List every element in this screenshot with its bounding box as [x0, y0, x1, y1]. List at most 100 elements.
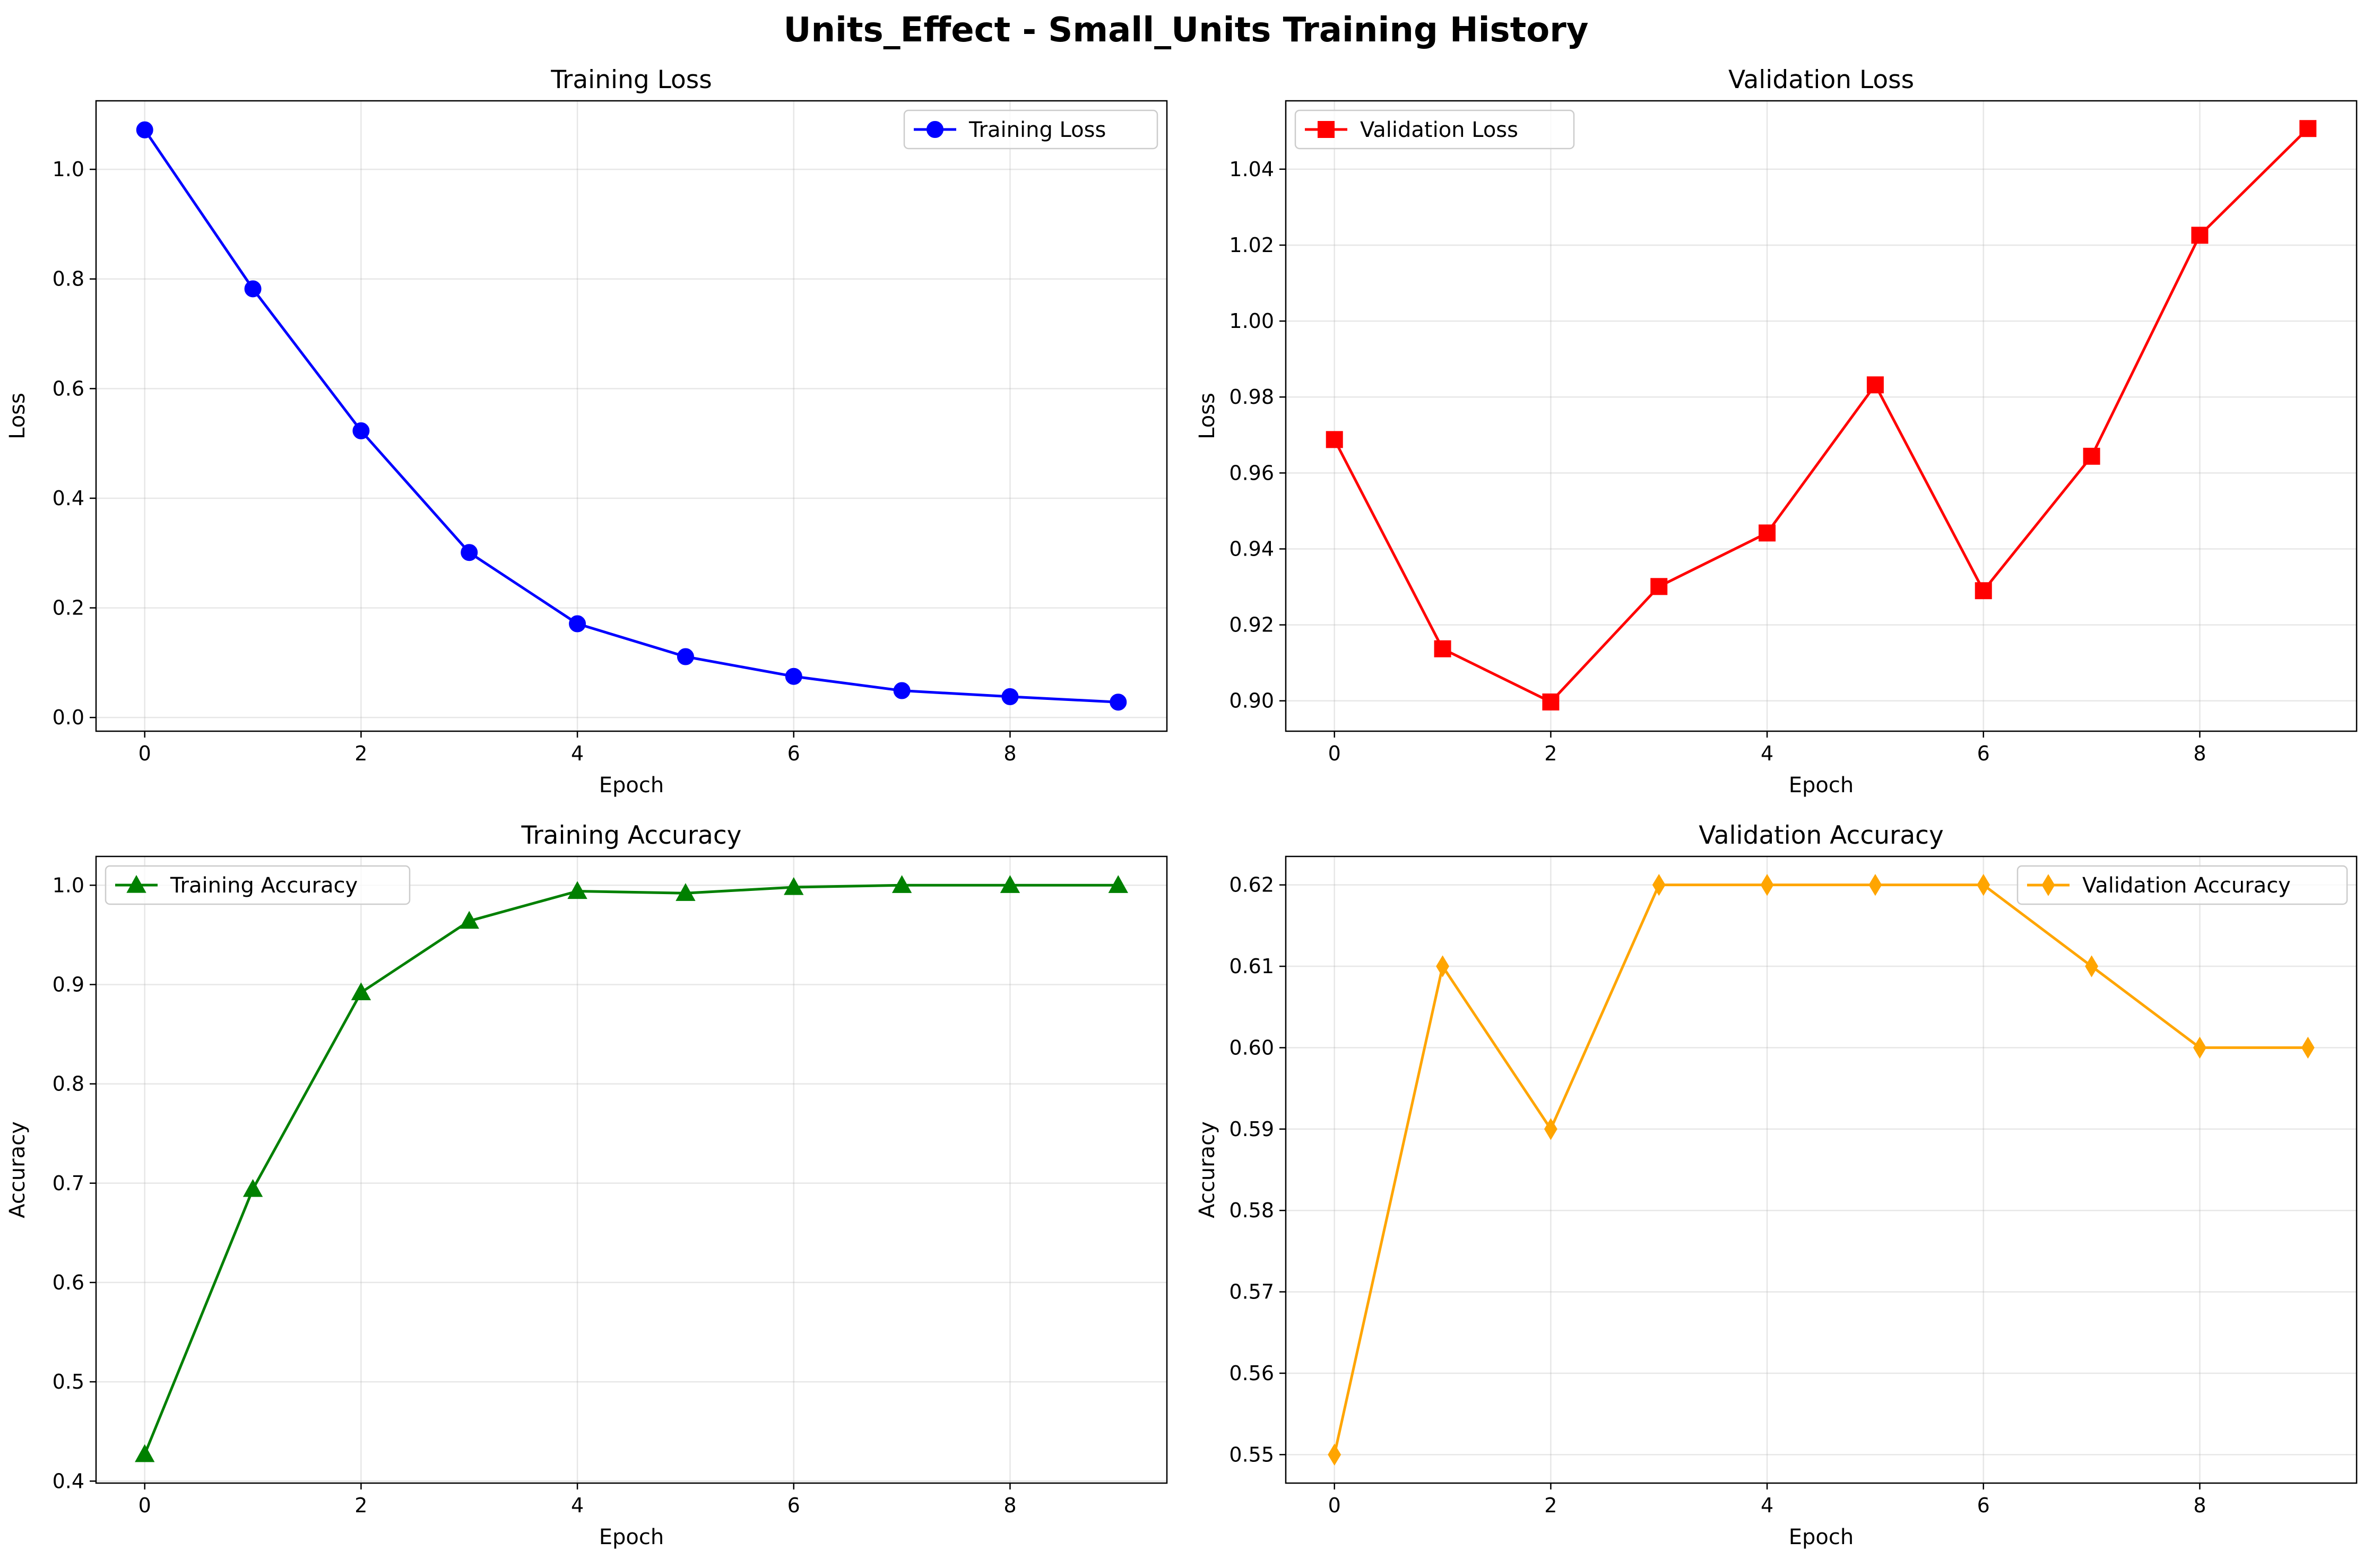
- x-tick-label: 8: [1003, 1494, 1016, 1517]
- x-tick-label: 6: [787, 742, 800, 765]
- y-tick-label: 0.4: [53, 487, 84, 510]
- data-point: [1868, 873, 1882, 896]
- y-tick-label: 0.90: [1229, 689, 1274, 713]
- data-point: [1108, 875, 1128, 893]
- x-tick-label: 2: [354, 1494, 367, 1517]
- x-axis-label: Epoch: [599, 773, 664, 798]
- x-axis-label: Epoch: [1789, 1525, 1854, 1549]
- data-point: [244, 280, 262, 298]
- y-tick-label: 0.60: [1229, 1036, 1274, 1059]
- series-line: [1333, 883, 2308, 1455]
- y-tick-label: 1.02: [1229, 233, 1274, 257]
- data-point: [676, 883, 696, 901]
- x-tick-label: 2: [1544, 742, 1557, 765]
- y-tick-label: 1.0: [53, 873, 84, 897]
- x-tick-label: 4: [1761, 742, 1773, 765]
- data-point: [1866, 376, 1884, 394]
- chart-panel-2: 0 2 4 6 8 0.90 0.92 0.94 0.96 0.98 1.00 1.02 1.04 Val…: [1195, 65, 2358, 798]
- series-line: [143, 129, 1119, 704]
- legend: Validation Accuracy: [2016, 865, 2348, 905]
- y-tick-label: 0.4: [53, 1469, 84, 1493]
- y-tick-label: 0.98: [1229, 385, 1274, 409]
- data-point: [1326, 431, 1343, 448]
- series-line: [143, 883, 1119, 1455]
- data-point: [2191, 227, 2209, 244]
- data-point: [1436, 955, 1449, 977]
- data-point: [461, 544, 478, 561]
- x-tick-label: 0: [1328, 742, 1341, 765]
- data-point: [2083, 447, 2100, 465]
- y-tick-label: 0.94: [1229, 537, 1274, 560]
- y-tick-label: 0.5: [53, 1370, 84, 1393]
- data-point: [569, 615, 586, 633]
- legend-box: [105, 865, 411, 905]
- data-point: [2193, 1036, 2206, 1059]
- data-point: [1759, 524, 1776, 542]
- panel-title: Training Accuracy: [521, 821, 742, 850]
- data-point: [2299, 120, 2317, 137]
- y-tick-label: 1.00: [1229, 309, 1274, 333]
- y-tick-label: 0.7: [53, 1172, 84, 1195]
- legend-box: [903, 109, 1158, 150]
- data-point: [567, 881, 587, 899]
- data-point: [785, 668, 802, 685]
- y-tick-label: 0.6: [53, 377, 84, 400]
- chart-panel-1: 0 2 4 6 8 0.0 0.2 0.4 0.6 0.8 1.0 Training Loss Epoc…: [5, 65, 1168, 798]
- data-point: [2301, 1036, 2315, 1059]
- x-tick-label: 0: [138, 1494, 151, 1517]
- data-point: [893, 682, 911, 699]
- legend-marker: [2041, 874, 2055, 896]
- legend-label: Validation Accuracy: [2082, 873, 2291, 898]
- data-point: [2085, 955, 2099, 977]
- data-point: [784, 877, 804, 895]
- x-tick-label: 2: [354, 742, 367, 765]
- x-tick-label: 8: [2193, 742, 2206, 765]
- plot-frame: [1285, 855, 2358, 1484]
- y-tick-label: 0.2: [53, 596, 84, 620]
- x-tick-label: 0: [138, 742, 151, 765]
- y-tick-label: 0.61: [1229, 955, 1274, 978]
- x-tick-label: 6: [1977, 742, 1990, 765]
- x-tick-label: 2: [1544, 1494, 1557, 1517]
- x-tick-label: 6: [1977, 1494, 1990, 1517]
- y-tick-label: 0.96: [1229, 461, 1274, 484]
- legend-box: [1294, 109, 1575, 150]
- series-line: [1333, 127, 2309, 704]
- data-point: [1542, 693, 1560, 711]
- legend-marker: [927, 121, 943, 138]
- data-point: [459, 911, 479, 929]
- plot-frame: [95, 855, 1168, 1484]
- y-axis-label: Loss: [5, 393, 30, 439]
- x-tick-label: 4: [571, 1494, 584, 1517]
- y-tick-label: 0.55: [1229, 1443, 1274, 1466]
- plot-frame: [95, 100, 1168, 732]
- y-tick-label: 1.0: [53, 158, 84, 181]
- figure-title: Units_Effect - Small_Units Training Hist…: [784, 11, 1589, 50]
- legend: Training Loss: [903, 109, 1158, 150]
- y-axis-label: Loss: [1195, 393, 1219, 439]
- x-tick-label: 4: [571, 742, 584, 765]
- y-tick-label: 0.8: [53, 1072, 84, 1096]
- data-point: [135, 1444, 155, 1462]
- legend: Training Accuracy: [105, 865, 411, 905]
- y-tick-label: 0.8: [53, 267, 84, 291]
- data-point: [1000, 875, 1020, 893]
- x-tick-label: 6: [787, 1494, 800, 1517]
- data-point: [1760, 873, 1774, 896]
- legend-label: Training Accuracy: [170, 873, 358, 898]
- data-point: [351, 982, 371, 1001]
- legend-label: Training Loss: [968, 118, 1106, 142]
- data-point: [136, 121, 153, 138]
- data-point: [352, 422, 370, 439]
- y-axis-label: Accuracy: [1195, 1121, 1219, 1218]
- y-tick-label: 0.0: [53, 706, 84, 729]
- legend-marker: [126, 874, 146, 893]
- legend-box: [2016, 865, 2348, 905]
- y-tick-label: 0.56: [1229, 1362, 1274, 1385]
- legend: Validation Loss: [1294, 109, 1575, 150]
- data-point: [1975, 582, 1992, 600]
- data-point: [243, 1179, 263, 1197]
- y-tick-label: 0.62: [1229, 873, 1274, 897]
- data-point: [1650, 578, 1668, 595]
- x-axis-label: Epoch: [599, 1525, 664, 1549]
